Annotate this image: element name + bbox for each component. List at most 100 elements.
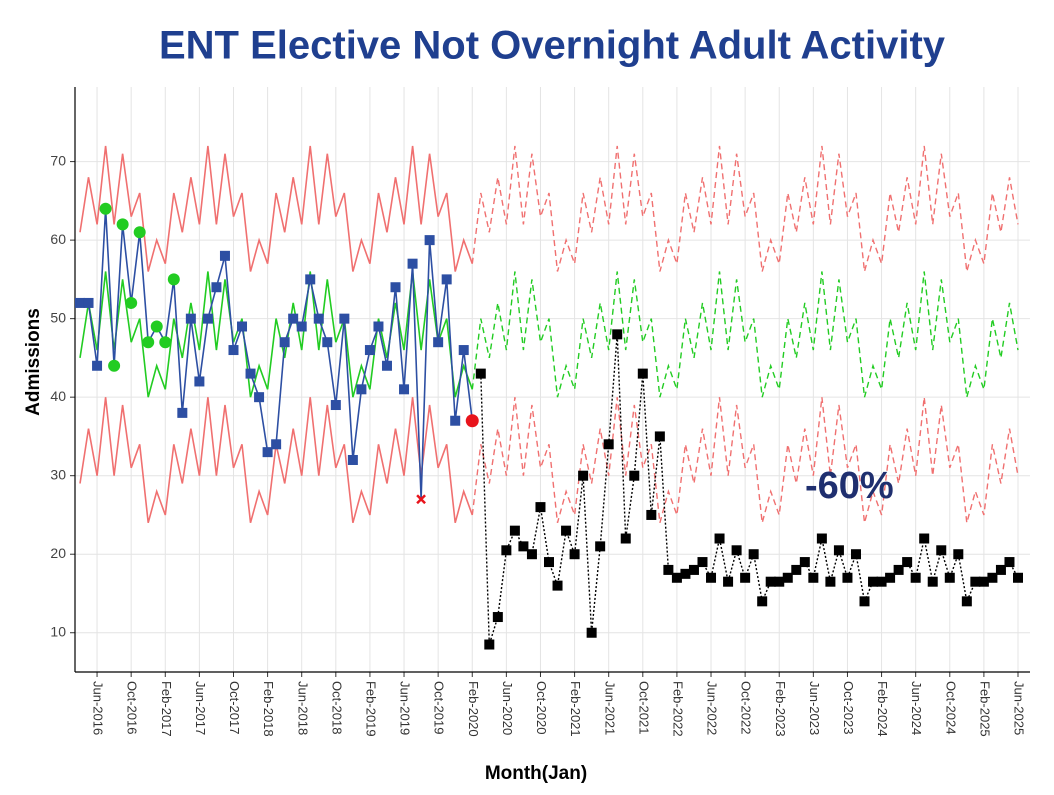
x-tick-label: Feb-2020 xyxy=(466,681,481,737)
marker xyxy=(595,541,606,552)
marker xyxy=(1004,557,1015,568)
series-line xyxy=(480,334,1019,645)
marker xyxy=(910,572,921,583)
marker xyxy=(219,250,230,261)
marker xyxy=(944,572,955,583)
x-tick-label: Oct-2021 xyxy=(636,681,651,734)
marker xyxy=(125,296,138,309)
marker xyxy=(663,564,674,575)
marker xyxy=(373,321,384,332)
marker xyxy=(92,360,103,371)
marker xyxy=(936,545,947,556)
marker xyxy=(322,337,333,348)
marker xyxy=(279,337,290,348)
x-axis-label: Month(Jan) xyxy=(485,763,587,784)
marker xyxy=(561,525,572,536)
marker xyxy=(697,557,708,568)
marker xyxy=(791,564,802,575)
marker xyxy=(782,572,793,583)
x-tick-label: Feb-2025 xyxy=(977,681,992,737)
marker xyxy=(748,549,759,560)
x-tick-label: Feb-2023 xyxy=(773,681,788,737)
x-tick-label: Oct-2017 xyxy=(227,681,242,734)
marker xyxy=(842,572,853,583)
marker xyxy=(535,502,546,513)
marker xyxy=(399,384,410,395)
marker xyxy=(885,572,896,583)
marker xyxy=(441,274,452,285)
marker xyxy=(424,235,435,246)
x-tick-label: Oct-2023 xyxy=(841,681,856,734)
x-tick-label: Feb-2019 xyxy=(363,681,378,737)
marker xyxy=(688,564,699,575)
x-tick-label: Oct-2016 xyxy=(125,681,140,734)
marker xyxy=(714,533,725,544)
x-tick-label: Feb-2022 xyxy=(670,681,685,737)
marker xyxy=(83,297,94,308)
y-tick-label: 40 xyxy=(50,388,66,404)
marker xyxy=(569,549,580,560)
marker xyxy=(774,576,785,587)
series-line xyxy=(471,271,1019,398)
marker xyxy=(288,313,299,324)
marker xyxy=(228,345,239,356)
y-tick-label: 60 xyxy=(50,231,66,247)
marker xyxy=(116,218,129,231)
marker xyxy=(108,359,121,372)
marker xyxy=(526,549,537,560)
marker xyxy=(833,545,844,556)
annotation: -60% xyxy=(805,465,894,507)
marker xyxy=(654,431,665,442)
marker xyxy=(509,525,520,536)
marker xyxy=(868,576,879,587)
marker xyxy=(970,576,981,587)
marker xyxy=(850,549,861,560)
x-tick-label: Oct-2022 xyxy=(739,681,754,734)
marker xyxy=(544,557,554,568)
marker xyxy=(475,368,486,379)
marker xyxy=(484,639,495,650)
marker xyxy=(296,321,307,332)
x-tick-label: Jun-2023 xyxy=(807,681,822,735)
x-tick-label: Oct-2024 xyxy=(943,681,958,734)
marker xyxy=(586,627,597,638)
x-tick-label: Oct-2019 xyxy=(432,681,447,734)
series-line xyxy=(471,397,1019,523)
x-tick-label: Jun-2016 xyxy=(91,681,106,735)
marker xyxy=(390,282,401,293)
marker xyxy=(305,274,316,285)
marker xyxy=(902,557,913,568)
marker xyxy=(757,596,768,607)
marker xyxy=(465,414,479,428)
x-tick-label: Jun-2017 xyxy=(193,681,208,735)
marker xyxy=(893,564,904,575)
marker xyxy=(816,533,827,544)
marker xyxy=(978,576,989,587)
marker xyxy=(364,345,375,356)
chart-title: ENT Elective Not Overnight Adult Activit… xyxy=(159,24,946,68)
marker xyxy=(177,407,188,418)
marker xyxy=(723,576,734,587)
y-tick-label: 50 xyxy=(50,309,66,325)
series-line xyxy=(471,145,1019,272)
marker xyxy=(919,533,930,544)
marker xyxy=(552,580,563,591)
marker xyxy=(330,400,341,411)
y-tick-label: 30 xyxy=(50,466,66,482)
marker xyxy=(637,368,648,379)
marker xyxy=(765,576,776,587)
marker xyxy=(416,494,426,505)
marker xyxy=(961,596,972,607)
x-tick-label: Jun-2025 xyxy=(1012,681,1027,735)
marker xyxy=(133,226,146,239)
marker xyxy=(825,576,836,587)
marker xyxy=(612,329,623,340)
marker xyxy=(142,336,155,349)
x-tick-label: Feb-2018 xyxy=(261,681,276,737)
marker xyxy=(433,337,444,348)
marker xyxy=(194,376,205,387)
marker xyxy=(706,572,717,583)
y-tick-label: 20 xyxy=(50,545,66,561)
marker xyxy=(159,336,172,349)
marker xyxy=(347,454,358,465)
